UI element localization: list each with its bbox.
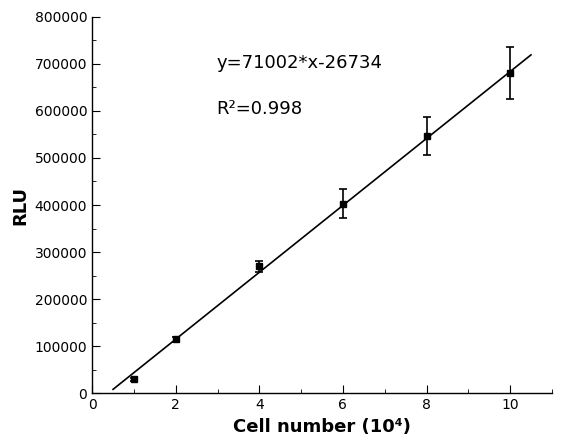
Text: R²=0.998: R²=0.998 — [216, 100, 302, 118]
X-axis label: Cell number (10⁴): Cell number (10⁴) — [233, 418, 411, 436]
Y-axis label: RLU: RLU — [11, 186, 29, 224]
Text: y=71002*x-26734: y=71002*x-26734 — [216, 54, 382, 72]
